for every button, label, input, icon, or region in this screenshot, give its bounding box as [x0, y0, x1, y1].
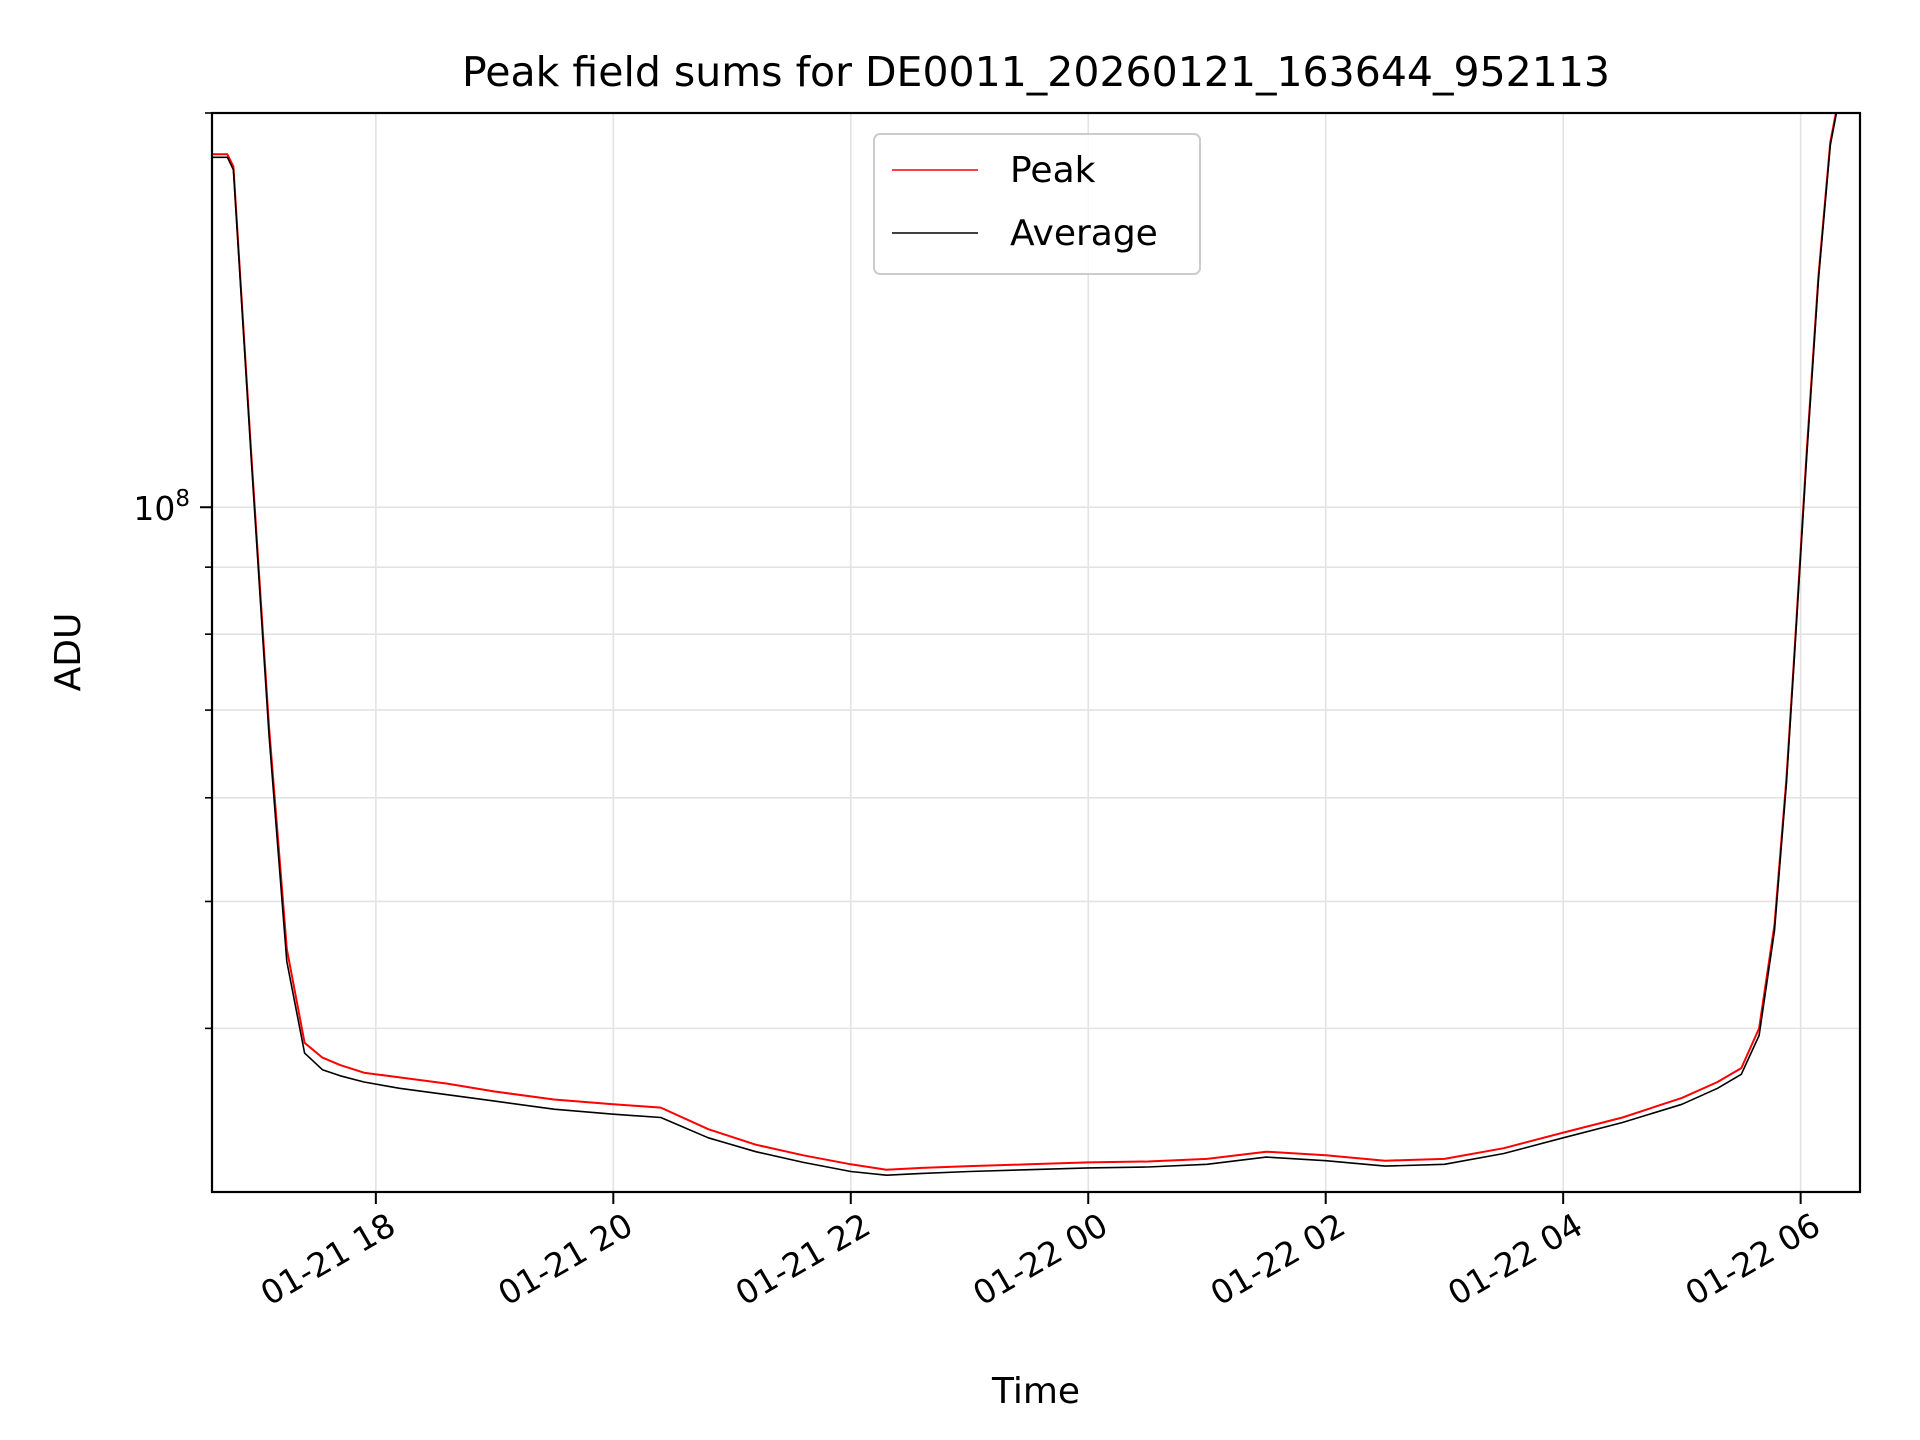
plot-data-area [212, 113, 1838, 1176]
x-tick-label: 01-21 20 [491, 1205, 639, 1313]
series-line-peak [212, 113, 1837, 1171]
x-tick-label: 01-21 18 [254, 1205, 402, 1313]
y-tick-exponent: 8 [175, 486, 190, 512]
x-tick-label: 01-22 04 [1441, 1205, 1589, 1313]
y-axis-label: ADU [48, 613, 89, 692]
chart-title: Peak field sums for DE0011_20260121_1636… [462, 48, 1610, 96]
x-tick-label: 01-21 22 [729, 1205, 877, 1313]
series-line-average [212, 113, 1838, 1176]
plot-frame [210, 111, 1862, 1194]
legend-average-label: Average [1010, 213, 1158, 254]
x-tick-label: 01-22 00 [966, 1205, 1114, 1313]
x-axis-label: Time [991, 1371, 1080, 1412]
series-layer [212, 113, 1838, 1176]
x-tick-label: 01-22 06 [1679, 1205, 1827, 1313]
x-axis-ticks: 01-21 18 01-21 20 01-21 22 01-22 00 01-22 02… [254, 1192, 1827, 1313]
y-axis-ticks: 108 [133, 112, 212, 1030]
legend-peak-label: Peak [1010, 150, 1096, 191]
legend: Peak Average [873, 133, 1201, 275]
legend-box [873, 133, 1201, 275]
x-tick-label: 01-22 02 [1204, 1205, 1352, 1313]
y-tick-label: 108 [133, 486, 190, 528]
